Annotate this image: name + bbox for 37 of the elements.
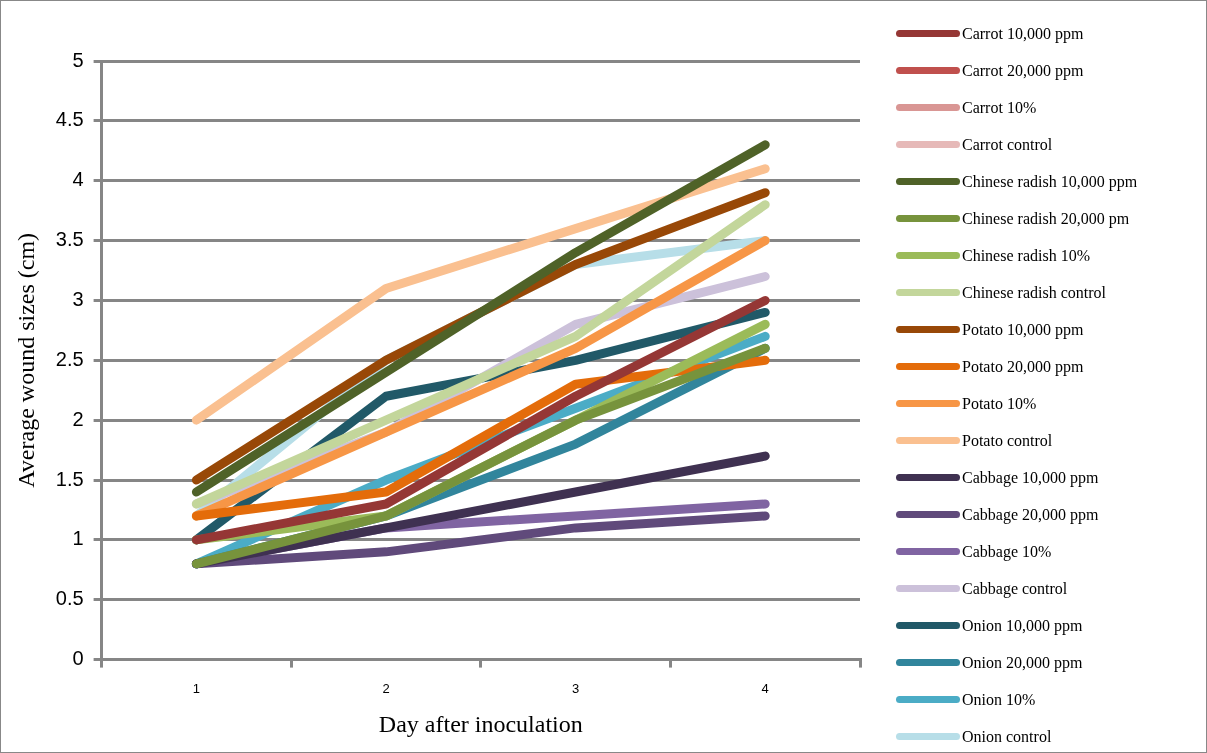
legend-label: Onion 20,000 ppm [962, 653, 1083, 672]
legend-label: Chinese radish control [962, 283, 1106, 302]
y-tick-label: 0 [72, 647, 84, 670]
legend-label: Potato 20,000 ppm [962, 357, 1084, 376]
y-tick-label: 1 [72, 527, 84, 550]
legend-label: Chinese radish 10,000 ppm [962, 172, 1138, 191]
y-tick-label: 3 [72, 287, 84, 310]
x-tick-label: 1 [192, 680, 201, 696]
legend-label: Chinese radish 10% [962, 246, 1090, 265]
x-axis-title: Day after inoculation [378, 710, 583, 737]
legend-label: Onion 10,000 ppm [962, 616, 1083, 635]
y-axis-title: Average wound sizes (cm) [12, 232, 39, 488]
legend-label: Cabbage 10% [962, 542, 1052, 561]
x-tick-label: 2 [382, 680, 390, 696]
y-tick-label: 3.5 [55, 228, 84, 251]
legend-label: Cabbage control [962, 579, 1068, 598]
legend-label: Cabbage 10,000 ppm [962, 468, 1099, 487]
legend-label: Chinese radish 20,000 pm [962, 209, 1130, 228]
y-tick-label: 0.5 [55, 587, 84, 610]
y-tick-label: 1.5 [55, 467, 84, 490]
legend-label: Cabbage 20,000 ppm [962, 505, 1099, 524]
y-tick-label: 4.5 [55, 108, 84, 131]
x-tick-label: 3 [571, 680, 580, 696]
legend-label: Potato control [962, 431, 1053, 450]
legend-label: Onion 10% [962, 690, 1036, 709]
legend-label: Carrot 20,000 ppm [962, 61, 1084, 80]
x-tick-label: 4 [761, 680, 769, 696]
y-tick-label: 5 [72, 48, 84, 71]
legend-label: Potato 10% [962, 394, 1037, 413]
y-tick-label: 4 [72, 168, 84, 191]
legend-label: Potato 10,000 ppm [962, 320, 1084, 339]
legend-label: Onion control [962, 727, 1052, 746]
legend-label: Carrot control [962, 135, 1053, 154]
legend-label: Carrot 10% [962, 98, 1037, 117]
legend-label: Carrot 10,000 ppm [962, 24, 1084, 43]
y-tick-label: 2 [72, 407, 84, 430]
y-tick-label: 2.5 [55, 347, 84, 370]
